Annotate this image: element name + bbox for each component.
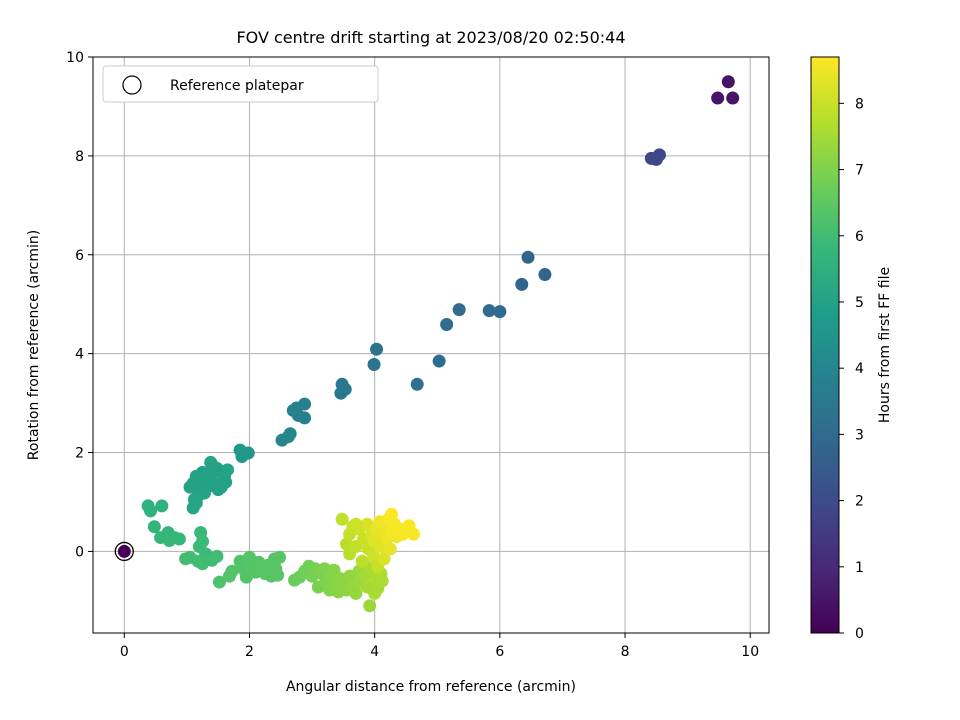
x-axis-label: Angular distance from reference (arcmin)	[286, 679, 576, 695]
data-point	[343, 527, 357, 541]
colorbar	[810, 56, 840, 634]
data-point	[167, 531, 181, 545]
data-point	[355, 554, 369, 568]
legend-reference-marker	[122, 75, 142, 95]
colorbar-tick-label: 3	[855, 427, 864, 443]
x-tick-label: 10	[741, 644, 759, 660]
data-point	[335, 512, 349, 526]
colorbar-tick-label: 5	[855, 295, 864, 311]
y-axis-label: Rotation from reference (arcmin)	[26, 230, 42, 460]
colorbar-tick-label: 0	[855, 626, 864, 642]
colorbar-tick-label: 2	[855, 494, 864, 510]
x-tick-label: 8	[621, 644, 630, 660]
data-point	[271, 568, 285, 582]
data-point	[652, 148, 666, 162]
colorbar-ticks: 0 1 2 3 4 5 6 7 8	[839, 96, 864, 642]
legend-entry-label: Reference platepar	[170, 78, 304, 94]
y-tick-label: 2	[75, 446, 84, 462]
x-axis-ticks: 0 2 4 6 8 10	[120, 633, 759, 660]
data-point	[183, 480, 197, 494]
data-point	[210, 549, 224, 563]
data-point	[367, 358, 381, 372]
data-point	[147, 520, 161, 534]
data-point	[363, 599, 377, 613]
data-point	[711, 91, 725, 105]
colorbar-tick-label: 1	[855, 560, 864, 576]
data-point	[206, 465, 220, 479]
data-point	[440, 317, 454, 331]
data-point	[275, 433, 289, 447]
data-point	[538, 268, 552, 282]
data-point	[179, 552, 193, 566]
data-point	[298, 411, 312, 425]
data-point	[117, 544, 131, 558]
data-point	[155, 499, 169, 513]
scatter-points	[114, 75, 740, 613]
data-point	[144, 504, 158, 518]
data-point	[452, 303, 466, 317]
reference-platepar-marker	[114, 541, 134, 562]
y-tick-label: 0	[75, 544, 84, 560]
data-point	[493, 305, 507, 319]
data-point	[212, 575, 226, 589]
chart-title: FOV centre drift starting at 2023/08/20 …	[236, 28, 625, 47]
colorbar-label: Hours from first FF file	[877, 267, 893, 423]
y-tick-label: 8	[75, 149, 84, 165]
colorbar-tick-label: 7	[855, 163, 864, 179]
data-point	[370, 342, 384, 356]
data-point	[273, 550, 287, 564]
data-point	[334, 386, 348, 400]
y-tick-label: 10	[66, 50, 84, 66]
x-tick-label: 6	[495, 644, 504, 660]
x-tick-label: 0	[120, 644, 129, 660]
y-axis-ticks: 0 2 4 6 8 10	[66, 50, 93, 560]
y-tick-label: 4	[75, 347, 84, 363]
axes-frame	[92, 56, 770, 634]
data-point	[349, 586, 363, 600]
data-point	[721, 75, 735, 89]
x-tick-label: 2	[245, 644, 254, 660]
data-point	[432, 354, 446, 368]
colorbar-tick-label: 4	[855, 361, 864, 377]
data-point	[225, 564, 239, 578]
data-point	[349, 517, 363, 531]
data-point	[377, 552, 391, 566]
data-point	[189, 496, 203, 510]
legend: Reference platepar	[102, 65, 379, 103]
data-point	[366, 549, 380, 563]
legend-box	[102, 65, 379, 103]
data-point	[235, 449, 249, 463]
data-point	[385, 507, 399, 521]
data-point	[375, 574, 389, 588]
data-point	[211, 483, 225, 497]
data-point	[515, 277, 529, 291]
data-point	[482, 304, 496, 318]
data-point	[410, 377, 424, 391]
y-tick-label: 6	[75, 248, 84, 264]
data-point	[521, 250, 535, 264]
data-point	[726, 91, 740, 105]
colorbar-tick-label: 8	[855, 96, 864, 112]
data-point	[383, 542, 397, 556]
x-tick-label: 4	[370, 644, 379, 660]
data-point	[406, 527, 420, 541]
colorbar-tick-label: 6	[855, 229, 864, 245]
